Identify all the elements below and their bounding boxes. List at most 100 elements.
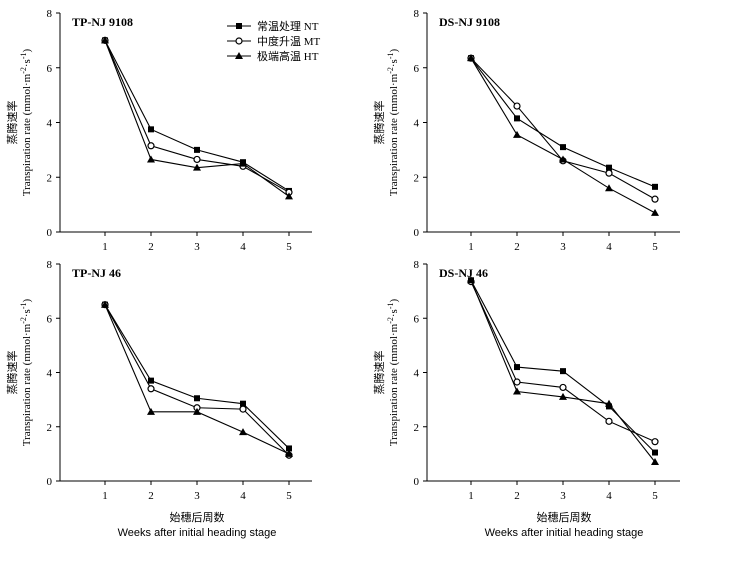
data-point-triangle: [513, 387, 521, 395]
panel-title: DS-NJ 9108: [439, 15, 500, 29]
x-tick-label: 3: [560, 490, 566, 502]
series-line-circle: [470, 57, 656, 200]
series-line-circle: [104, 304, 290, 456]
data-point-triangle: [101, 300, 109, 308]
y-tick-label: 4: [414, 118, 420, 130]
data-point-triangle: [239, 159, 247, 167]
y-tick-label: 0: [47, 227, 53, 239]
x-tick-label: 2: [148, 241, 154, 253]
data-point-circle: [559, 383, 567, 392]
panel-ds-nj-9108: 0 2 4 6 8 1 2 3 4 5 DS-NJ 9108 蒸腾速率 Transpiration ra…: [372, 8, 680, 253]
y-tick-label: 4: [414, 368, 420, 380]
x-tick-label: 3: [560, 241, 566, 253]
data-point-square: [606, 164, 612, 171]
data-point-triangle: [285, 449, 293, 457]
data-point-triangle: [559, 155, 567, 163]
data-point-square: [514, 115, 520, 122]
x-axis-title-cn-left: 始穗后周数: [170, 510, 225, 524]
y-tick-label: 6: [47, 313, 53, 325]
y-tick-label: 6: [414, 63, 420, 75]
x-tick-label: 5: [652, 490, 658, 502]
series-line-triangle: [104, 304, 290, 455]
x-tick-label: 4: [606, 241, 612, 253]
data-point-circle: [147, 385, 155, 393]
data-point-circle: [651, 438, 659, 446]
y-axis-title-cn: 蒸腾速率: [5, 101, 19, 145]
y-tick-label: 8: [47, 8, 53, 20]
x-tick-label: 4: [240, 241, 246, 253]
y-tick-label: 2: [47, 422, 53, 434]
x-tick-label: 4: [606, 490, 612, 502]
y-axis-title-en: Transpiration rate (mmol·m-2·s-1): [386, 48, 400, 196]
data-point-triangle: [285, 192, 293, 200]
x-tick-label: 2: [514, 490, 520, 502]
legend-marker-triangle: [235, 52, 243, 59]
data-point-square: [514, 364, 520, 371]
x-tick-label: 3: [194, 241, 200, 253]
y-tick-label: 6: [414, 313, 420, 325]
y-tick-label: 0: [47, 476, 53, 488]
data-point-circle: [651, 195, 659, 203]
x-tick-label: 2: [148, 490, 154, 502]
data-point-triangle: [147, 155, 155, 163]
y-axis-title-en: Transpiration rate (mmol·m-2·s-1): [386, 298, 400, 446]
x-axis-title-en-right: Weeks after initial heading stage: [485, 527, 644, 539]
panel-title: TP-NJ 46: [72, 266, 121, 280]
y-axis-title-en: Transpiration rate (mmol·m-2·s-1): [19, 48, 33, 196]
data-point-square: [652, 449, 658, 456]
x-tick-label: 5: [652, 241, 658, 253]
data-point-triangle: [101, 36, 109, 44]
data-point-circle: [239, 405, 247, 413]
series-line-square: [470, 57, 656, 188]
data-point-triangle: [467, 54, 475, 62]
data-point-square: [240, 400, 246, 407]
x-tick-label: 4: [240, 490, 246, 502]
y-tick-label: 2: [47, 172, 53, 184]
legend-label: 中度升温 MT: [257, 34, 321, 48]
y-axis-title-cn: 蒸腾速率: [372, 351, 386, 395]
x-tick-label: 2: [514, 241, 520, 253]
x-tick-label: 3: [194, 490, 200, 502]
data-point-triangle: [651, 458, 659, 466]
y-tick-label: 8: [414, 259, 420, 271]
y-tick-label: 4: [47, 118, 53, 130]
x-tick-label: 1: [468, 241, 474, 253]
data-point-circle: [193, 155, 201, 164]
y-axis-title-cn: 蒸腾速率: [5, 351, 19, 395]
data-point-triangle: [467, 276, 475, 284]
series-line-circle: [470, 281, 656, 443]
x-tick-label: 5: [286, 241, 292, 253]
panel-tp-nj-46: 0 2 4 6 8 1 2 3 4 5 TP-NJ 46 蒸腾速率 Transpiration rate…: [5, 259, 312, 502]
legend-marker-circle: [235, 37, 243, 45]
legend-label: 极端高温 HT: [257, 49, 319, 63]
data-point-triangle: [651, 208, 659, 216]
y-axis-title-cn: 蒸腾速率: [372, 101, 386, 145]
legend-marker-square: [236, 23, 242, 29]
y-tick-label: 6: [47, 63, 53, 75]
y-tick-label: 2: [414, 172, 420, 184]
data-point-square: [148, 126, 154, 133]
data-point-triangle: [193, 407, 201, 415]
series-line-triangle: [104, 40, 290, 197]
y-tick-label: 8: [414, 8, 420, 20]
y-tick-label: 4: [47, 368, 53, 380]
data-point-circle: [605, 417, 613, 425]
legend-label: 常温处理 NT: [257, 20, 319, 33]
data-point-square: [560, 144, 566, 151]
panel-tp-nj-9108: 0 2 4 6 8 1 2 3 4 5 TP-NJ 9108 蒸腾速率 Transpiration ra…: [5, 8, 312, 253]
data-point-square: [652, 183, 658, 190]
series-line-triangle: [470, 57, 656, 214]
data-point-square: [194, 146, 200, 153]
y-tick-label: 0: [414, 476, 420, 488]
data-point-circle: [605, 169, 613, 177]
data-point-square: [148, 377, 154, 384]
y-axis-title-en: Transpiration rate (mmol·m-2·s-1): [19, 298, 33, 446]
panel-title: TP-NJ 9108: [72, 15, 133, 29]
data-point-triangle: [239, 428, 247, 436]
y-tick-label: 0: [414, 227, 420, 239]
x-axis-title-en-left: Weeks after initial heading stage: [118, 527, 277, 539]
y-tick-label: 2: [414, 422, 420, 434]
data-point-triangle: [147, 407, 155, 415]
